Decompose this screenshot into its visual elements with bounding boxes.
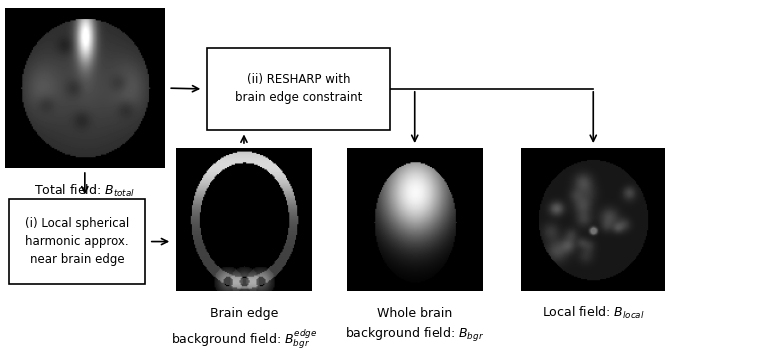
FancyBboxPatch shape — [207, 48, 390, 130]
Text: Brain edge
background field: $B_{bgr}^{edge}$: Brain edge background field: $B_{bgr}^{e… — [171, 307, 317, 351]
Text: Local field: $B_{local}$: Local field: $B_{local}$ — [542, 305, 644, 321]
Text: Total field: $B_{total}$: Total field: $B_{total}$ — [34, 183, 136, 199]
FancyBboxPatch shape — [9, 199, 145, 284]
Text: (i) Local spherical
harmonic approx.
near brain edge: (i) Local spherical harmonic approx. nea… — [25, 217, 129, 266]
Text: (ii) RESHARP with
brain edge constraint: (ii) RESHARP with brain edge constraint — [234, 73, 362, 104]
Text: Whole brain
background field: $B_{bgr}$: Whole brain background field: $B_{bgr}$ — [345, 307, 485, 344]
